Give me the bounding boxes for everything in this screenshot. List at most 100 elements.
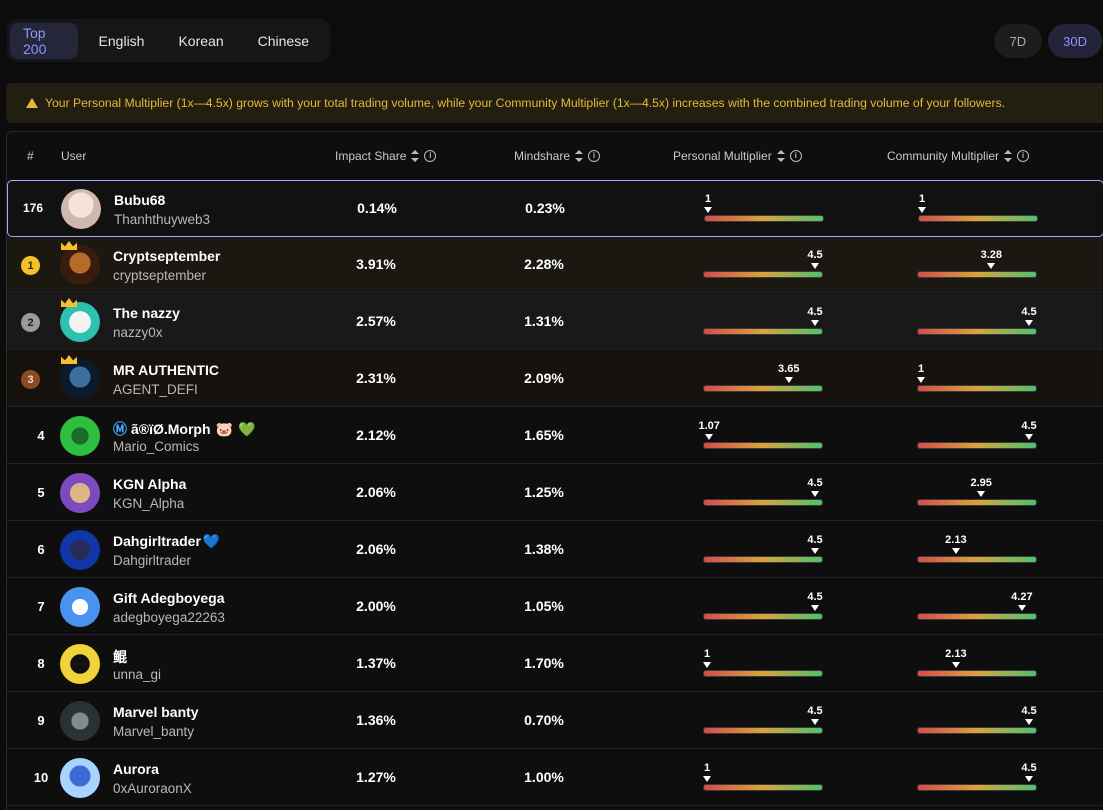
info-icon[interactable]: i — [1017, 150, 1030, 162]
period-30d-button[interactable]: 30D — [1048, 24, 1102, 58]
community-multiplier-value: 4.5 — [1021, 762, 1037, 774]
mindshare-value: 0.70% — [524, 712, 564, 728]
community-multiplier: 2.95 — [917, 477, 1037, 507]
personal-multiplier-value: 1.07 — [698, 420, 720, 432]
user-handle: Marvel_banty — [113, 724, 195, 739]
personal-multiplier-value: 4.5 — [807, 591, 823, 603]
sort-icon[interactable] — [776, 150, 785, 162]
user-handle: KGN_Alpha — [113, 496, 185, 511]
col-impact-label: Impact Share — [335, 149, 407, 163]
user-name[interactable]: Marvel banty — [113, 704, 199, 720]
col-impact-share[interactable]: Impact Share i — [335, 149, 437, 163]
table-row[interactable]: 5 KGN Alpha KGN_Alpha 2.06% 1.25% 4.5 2.95 — [7, 465, 1103, 521]
community-multiplier-marker-icon — [918, 207, 926, 213]
avatar[interactable] — [60, 473, 100, 513]
sort-icon[interactable] — [1004, 150, 1013, 162]
avatar[interactable] — [60, 416, 100, 456]
col-personal-multiplier[interactable]: Personal Multiplier i — [673, 149, 802, 163]
tab-chinese[interactable]: Chinese — [257, 32, 309, 49]
personal-multiplier-marker-icon — [703, 776, 711, 782]
user-name[interactable]: 鲲 — [113, 647, 127, 667]
user-handle: adegboyega22263 — [113, 610, 225, 625]
avatar[interactable] — [60, 530, 100, 570]
col-community-multiplier[interactable]: Community Multiplier i — [887, 149, 1030, 163]
personal-multiplier: 1 — [703, 648, 823, 678]
period-7d-button[interactable]: 7D — [993, 24, 1043, 58]
tab-english[interactable]: English — [98, 32, 145, 49]
current-user-row[interactable]: 176 Bubu68 Thanhthuyweb3 0.14% 0.23% 1 1 — [7, 180, 1103, 237]
community-multiplier-marker-icon — [1025, 434, 1033, 440]
user-name[interactable]: Bubu68 — [114, 192, 165, 208]
personal-multiplier-value: 4.5 — [807, 306, 823, 318]
user-name[interactable]: Dahgirltrader 💙 — [113, 533, 220, 550]
personal-multiplier-value: 4.5 — [807, 705, 823, 717]
personal-multiplier-marker-icon — [811, 491, 819, 497]
user-name[interactable]: Aurora — [113, 761, 159, 777]
table-row[interactable]: 9 Marvel banty Marvel_banty 1.36% 0.70% 4.5 4.… — [7, 693, 1103, 749]
table-row[interactable]: 10 Aurora 0xAuroraonX 1.27% 1.00% 1 4.5 — [7, 750, 1103, 806]
user-handle: Thanhthuyweb3 — [114, 212, 211, 227]
rank-number: 5 — [37, 485, 45, 500]
tab-korean[interactable]: Korean — [178, 32, 224, 49]
user-name[interactable]: KGN Alpha — [113, 476, 186, 492]
community-multiplier-value: 4.5 — [1021, 420, 1037, 432]
personal-multiplier: 4.5 — [703, 306, 823, 336]
personal-multiplier: 4.5 — [703, 705, 823, 735]
table-row[interactable]: 3 MR AUTHENTIC AGENT_DEFI 2.31% 2.09% 3.65 1 — [7, 351, 1103, 407]
personal-multiplier-marker-icon — [811, 548, 819, 554]
personal-multiplier-bar — [703, 784, 823, 791]
col-mindshare[interactable]: Mindshare i — [514, 149, 601, 163]
avatar[interactable] — [60, 758, 100, 798]
user-name[interactable]: The nazzy — [113, 305, 180, 321]
community-multiplier-bar — [917, 727, 1037, 734]
mindshare-value: 1.38% — [524, 541, 564, 557]
personal-multiplier-value: 4.5 — [807, 249, 823, 261]
avatar[interactable] — [60, 587, 100, 627]
user-name-text: Aurora — [113, 761, 159, 777]
avatar[interactable] — [60, 359, 100, 399]
avatar[interactable] — [61, 189, 101, 229]
user-name[interactable]: MR AUTHENTIC — [113, 362, 219, 378]
user-name[interactable]: Gift Adegboyega — [113, 590, 225, 606]
community-multiplier: 4.27 — [917, 591, 1037, 621]
rank-number: 176 — [22, 201, 44, 215]
personal-multiplier: 4.5 — [703, 591, 823, 621]
info-icon[interactable]: i — [588, 150, 601, 162]
impact-share-value: 2.06% — [356, 484, 396, 500]
tab-top-200[interactable]: Top 200 — [10, 22, 78, 59]
table-row[interactable]: 2 The nazzy nazzy0x 2.57% 1.31% 4.5 4.5 — [7, 294, 1103, 350]
mindshare-value: 2.09% — [524, 370, 564, 386]
info-icon[interactable]: i — [424, 150, 437, 162]
avatar[interactable] — [60, 644, 100, 684]
table-header: # User Impact Share i Mindshare i Personal… — [7, 132, 1103, 180]
mindshare-value: 1.00% — [524, 769, 564, 785]
community-multiplier-bar — [917, 499, 1037, 506]
user-handle: 0xAuroraonX — [113, 781, 192, 796]
community-multiplier-value: 4.27 — [1011, 591, 1033, 603]
community-multiplier-bar — [917, 385, 1037, 392]
table-row[interactable]: 7 Gift Adegboyega adegboyega22263 2.00% 1.05… — [7, 579, 1103, 635]
table-row[interactable]: 6 Dahgirltrader 💙 Dahgirltrader 2.06% 1.38% 4.… — [7, 522, 1103, 578]
user-name-text: Marvel banty — [113, 704, 199, 720]
sort-icon[interactable] — [575, 150, 584, 162]
user-handle: AGENT_DEFI — [113, 382, 198, 397]
user-name-text: Cryptseptember — [113, 248, 221, 264]
table-row[interactable]: 1 Cryptseptember cryptseptember 3.91% 2.28% 4… — [7, 237, 1103, 293]
community-multiplier-marker-icon — [1025, 776, 1033, 782]
community-multiplier: 2.13 — [917, 648, 1037, 678]
user-name[interactable]: Cryptseptember — [113, 248, 220, 264]
community-multiplier-value: 2.13 — [945, 648, 967, 660]
impact-share-value: 3.91% — [356, 256, 396, 272]
info-icon[interactable]: i — [789, 150, 802, 162]
rank-medal-silver: 2 — [21, 313, 40, 332]
table-row[interactable]: 8 鲲 unna_gi 1.37% 1.70% 1 2.13 — [7, 636, 1103, 692]
avatar[interactable] — [60, 701, 100, 741]
crown-icon — [61, 241, 77, 250]
personal-multiplier-bar — [703, 328, 823, 335]
community-multiplier-bar — [917, 670, 1037, 677]
sort-icon[interactable] — [411, 150, 420, 162]
avatar[interactable] — [60, 245, 100, 285]
avatar[interactable] — [60, 302, 100, 342]
